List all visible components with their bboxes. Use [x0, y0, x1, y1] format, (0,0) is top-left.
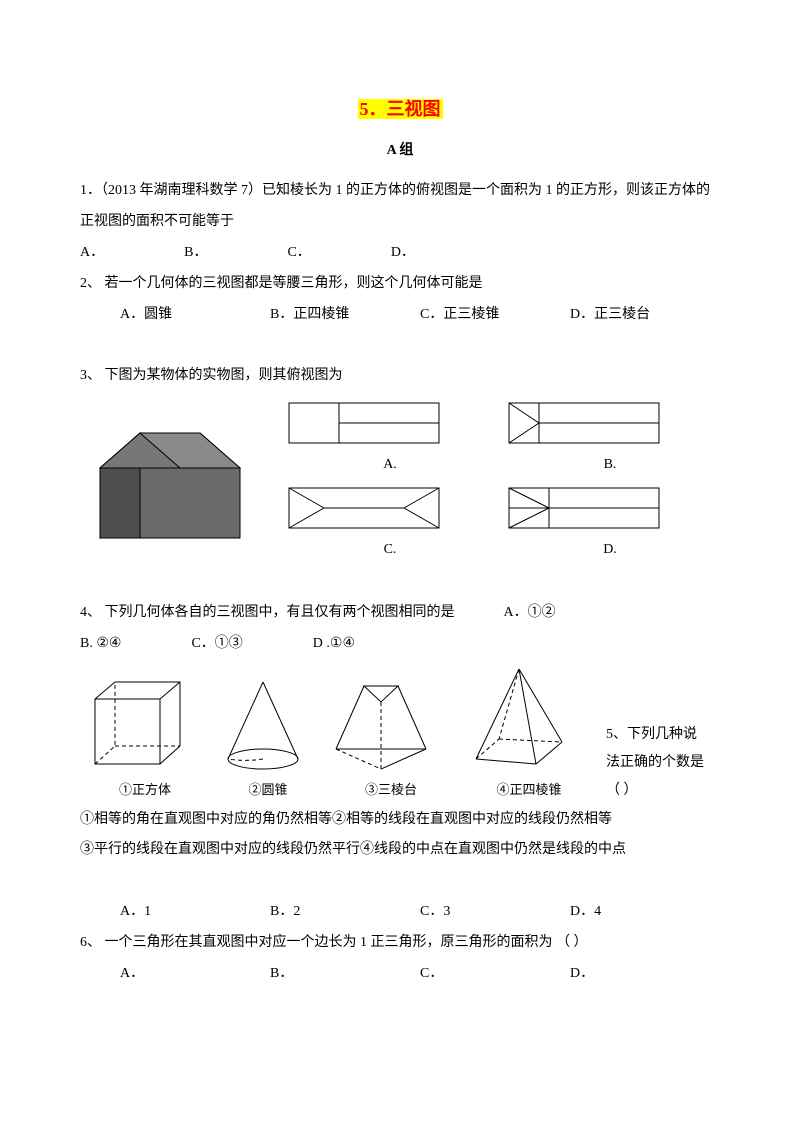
pyramid-icon — [464, 664, 574, 774]
q5-opt-c: C．3 — [420, 897, 570, 928]
group-label: A 组 — [80, 136, 720, 167]
q3-solid-figure — [80, 398, 280, 548]
q1-stem: 1．（2013 年湖南理科数学 7）已知棱长为 1 的正方体的俯视图是一个面积为… — [80, 176, 720, 238]
q2-opt-a: A．圆锥 — [120, 300, 270, 331]
q3-opt-b-label: B. — [504, 450, 715, 481]
q5-options: A．1 B．2 C．3 D．4 — [80, 897, 720, 928]
q4-options-rest: B. ②④ C．①③ D .①④ — [80, 629, 720, 660]
q5-lead-line3: （ ） — [606, 777, 720, 805]
q2-opt-b: B．正四棱锥 — [270, 300, 420, 331]
q4-fig-pyramid: ④正四棱锥 — [464, 664, 594, 805]
q6-opt-d: D． — [570, 959, 720, 990]
q5-lead: 5、下列几种说 法正确的个数是 （ ） — [602, 721, 720, 805]
q1-opt-c: C． — [287, 238, 310, 269]
q5-statements-1: ①相等的角在直观图中对应的角仍然相等②相等的线段在直观图中对应的线段仍然相等 — [80, 805, 720, 836]
q5-lead-line2: 法正确的个数是 — [606, 749, 720, 777]
q4-opt-a: A．①② — [504, 605, 556, 620]
cube-icon — [80, 674, 190, 774]
q3-opt-b-svg — [504, 398, 664, 448]
q3-opt-d: D. — [504, 483, 715, 566]
q5-opt-a: A．1 — [120, 897, 270, 928]
title-highlight: 5．三视图 — [358, 99, 443, 119]
q6-opt-c: C． — [420, 959, 570, 990]
q2-stem: 2、 若一个几何体的三视图都是等腰三角形，则这个几何体可能是 — [80, 269, 720, 300]
q4-fig-cone-label: ②圆锥 — [218, 776, 318, 805]
q4-figure-row: ①正方体 ②圆锥 ③三棱台 — [80, 664, 720, 805]
q6-opt-a: A． — [120, 959, 270, 990]
q6-options: A． B． C． D． — [80, 959, 720, 990]
q4-fig-cone: ②圆锥 — [218, 674, 318, 805]
q2-options: A．圆锥 B．正四棱锥 C．正三棱锥 D．正三棱台 — [80, 300, 720, 331]
q5-statements-2: ③平行的线段在直观图中对应的线段仍然平行④线段的中点在直观图中仍然是线段的中点 — [80, 835, 720, 866]
frustum-icon — [326, 674, 436, 774]
house-icon — [80, 398, 260, 548]
q4-opt-c: C．①③ — [191, 629, 242, 660]
q5-lead-line1: 5、下列几种说 — [606, 721, 720, 749]
q3-opt-a-label: A. — [284, 450, 495, 481]
q3-opt-c: C. — [284, 483, 495, 566]
q2-opt-c: C．正三棱锥 — [420, 300, 570, 331]
q4-opt-d: D .①④ — [313, 629, 355, 660]
q4-fig-cube-label: ①正方体 — [80, 776, 210, 805]
q3-opt-c-svg — [284, 483, 444, 533]
q3-opt-a: A. — [284, 398, 495, 481]
q3-options: A. B. — [280, 398, 720, 568]
cone-icon — [218, 674, 308, 774]
page: 5．三视图 A 组 1．（2013 年湖南理科数学 7）已知棱长为 1 的正方体… — [0, 0, 800, 1029]
q1-opt-d: D． — [391, 238, 415, 269]
q6-stem: 6、 一个三角形在其直观图中对应一个边长为 1 正三角形，原三角形的面积为 （ … — [80, 928, 720, 959]
q4-stem: 4、 下列几何体各自的三视图中，有且仅有两个视图相同的是 A．①② — [80, 598, 720, 629]
q1-options: A． B． C． D． — [80, 238, 720, 269]
q3-stem: 3、 下图为某物体的实物图，则其俯视图为 — [80, 361, 720, 392]
doc-title: 5．三视图 — [80, 90, 720, 130]
q1-opt-b: B． — [184, 238, 207, 269]
q4-fig-frustum-label: ③三棱台 — [326, 776, 456, 805]
q3-opt-d-svg — [504, 483, 664, 533]
q6-opt-b: B． — [270, 959, 420, 990]
q3-figure-row: A. B. — [80, 398, 720, 568]
q4-opt-b: B. ②④ — [80, 629, 121, 660]
q3-opt-d-label: D. — [504, 535, 715, 566]
q4-fig-pyramid-label: ④正四棱锥 — [464, 776, 594, 805]
q1-opt-a: A． — [80, 238, 104, 269]
q3-opt-c-label: C. — [284, 535, 495, 566]
q5-opt-b: B．2 — [270, 897, 420, 928]
q4-fig-frustum: ③三棱台 — [326, 674, 456, 805]
q5-opt-d: D．4 — [570, 897, 720, 928]
q3-opt-a-svg — [284, 398, 444, 448]
q2-opt-d: D．正三棱台 — [570, 300, 720, 331]
q3-opt-b: B. — [504, 398, 715, 481]
q4-fig-cube: ①正方体 — [80, 674, 210, 805]
q4-stem-text: 4、 下列几何体各自的三视图中，有且仅有两个视图相同的是 — [80, 605, 455, 620]
